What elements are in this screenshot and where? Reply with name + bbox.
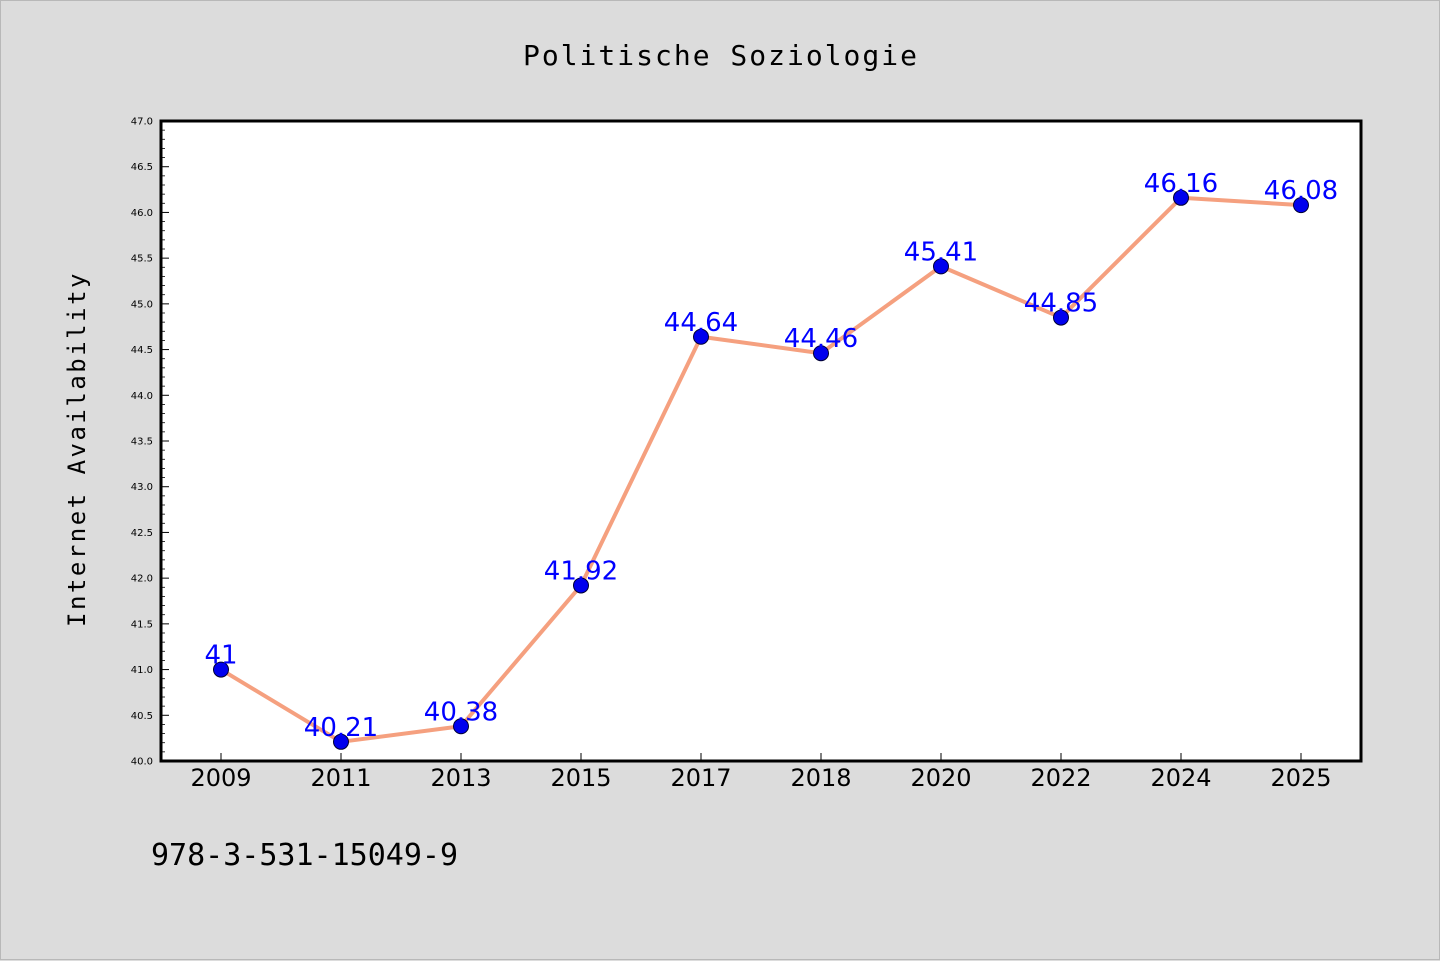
x-tick-label: 2022 — [1030, 764, 1091, 792]
data-point — [333, 733, 349, 750]
y-tick-label: 41.0 — [131, 665, 153, 676]
y-tick-label: 46.5 — [131, 162, 153, 173]
y-tick-label: 40.0 — [131, 757, 153, 768]
data-point — [813, 345, 829, 362]
x-tick-label: 2018 — [790, 764, 851, 792]
y-tick-label: 47.0 — [131, 117, 153, 128]
x-tick-label: 2015 — [550, 764, 611, 792]
data-point — [573, 577, 589, 594]
data-label: 40.21 — [304, 713, 378, 743]
data-label: 46.08 — [1264, 176, 1338, 206]
x-tick-label: 2011 — [310, 764, 371, 792]
y-tick-label: 43.5 — [131, 437, 153, 448]
series-line-group — [213, 189, 1309, 750]
data-label: 44.64 — [664, 308, 738, 338]
x-tick-label: 2009 — [190, 764, 251, 792]
data-label: 41.92 — [544, 556, 618, 586]
y-tick-label: 42.0 — [131, 574, 153, 585]
y-tick-label: 45.0 — [131, 299, 153, 310]
data-point — [1173, 189, 1189, 206]
y-tick-label: 44.0 — [131, 391, 153, 402]
x-axis-ticks: 2009 2011 2013 2015 2017 2018 2020 2022 2024 2025 — [190, 753, 1332, 792]
y-axis-ticks: 40.0 40.5 41.0 41.5 42.0 42.5 43.0 43.5 44.0 44.5… — [131, 117, 169, 768]
y-tick-label: 44.5 — [131, 345, 153, 356]
data-labels-group: 41 40.21 40.38 41.92 44.64 44.46 45.41 44.85 46.… — [204, 169, 1338, 743]
x-tick-label: 2024 — [1150, 764, 1211, 792]
y-tick-label: 45.5 — [131, 254, 153, 265]
data-label: 40.38 — [424, 697, 498, 727]
x-tick-label: 2017 — [670, 764, 731, 792]
y-tick-label: 46.0 — [131, 208, 153, 219]
data-point — [453, 718, 469, 735]
data-label: 44.85 — [1024, 289, 1098, 319]
data-point — [213, 661, 229, 678]
plot-area — [159, 119, 1363, 763]
y-tick-label: 43.0 — [131, 482, 153, 493]
y-tick-label: 42.5 — [131, 528, 153, 539]
x-tick-label: 2013 — [430, 764, 491, 792]
data-label: 45.41 — [904, 237, 978, 267]
chart-title: Politische Soziologie — [523, 39, 919, 72]
y-axis-label: Internet Availability — [63, 271, 91, 627]
data-label: 41 — [204, 641, 237, 671]
y-tick-label: 40.5 — [131, 711, 153, 722]
data-point — [693, 328, 709, 345]
data-point — [1053, 309, 1069, 326]
data-label: 44.46 — [784, 324, 858, 354]
x-tick-label: 2025 — [1270, 764, 1331, 792]
x-tick-label: 2020 — [910, 764, 971, 792]
data-point — [933, 258, 949, 275]
y-tick-label: 41.5 — [131, 619, 153, 630]
data-label: 46.16 — [1144, 169, 1218, 199]
data-point — [1293, 197, 1309, 214]
series-line — [219, 195, 1302, 744]
isbn-footer: 978-3-531-15049-9 — [151, 838, 458, 873]
